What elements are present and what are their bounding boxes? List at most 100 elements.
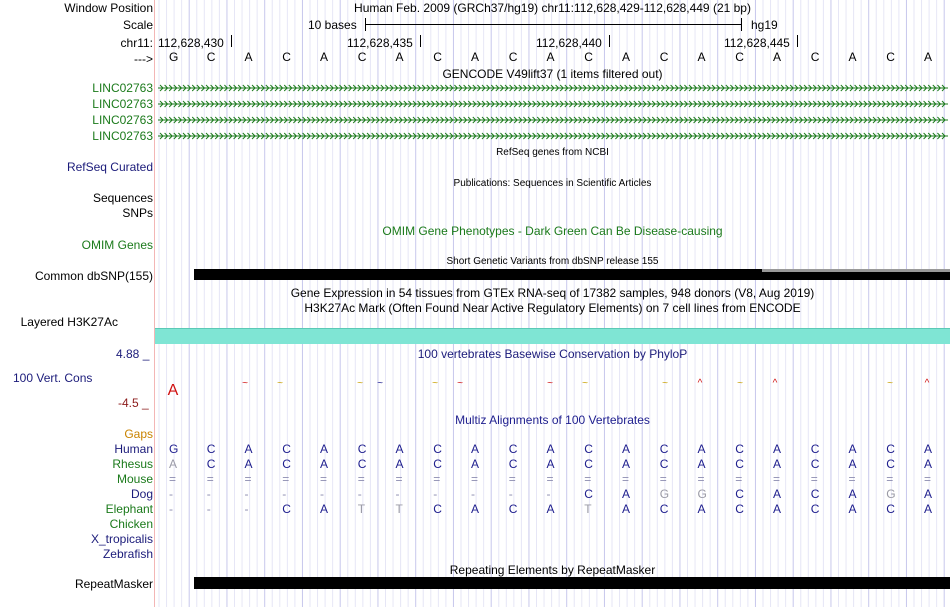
gencode-gene-feature-1[interactable] <box>158 83 948 93</box>
strand-chevron <box>518 100 523 108</box>
alignment-base: C <box>810 457 820 471</box>
strand-chevron <box>219 100 224 108</box>
strand-chevron <box>421 84 426 92</box>
reference-base: A <box>244 50 253 64</box>
strand-chevron <box>329 132 334 140</box>
strand-chevron <box>670 84 675 92</box>
strand-chevron <box>477 84 482 92</box>
strand-chevron <box>881 132 886 140</box>
species-label[interactable]: Mouse <box>116 472 153 486</box>
cons-logo: A ~ ~ ~ ~ ~ ~ ~ ~ ~ ^ ~ ^ ~ ^ <box>168 378 930 399</box>
strand-chevron <box>762 116 767 124</box>
h3k27ac-label[interactable]: Layered H3K27Ac <box>20 315 118 329</box>
species-label[interactable]: Zebrafish <box>102 547 153 561</box>
cons-logo-glyph: ~ <box>887 378 893 389</box>
h3k27ac-signal[interactable] <box>155 328 950 344</box>
strand-chevron <box>702 84 707 92</box>
alignment-base: = <box>282 472 290 486</box>
strand-chevron <box>467 84 472 92</box>
alignment-base: = <box>584 472 592 486</box>
strand-chevron <box>656 132 661 140</box>
strand-chevron <box>316 100 321 108</box>
strand-chevron <box>362 116 367 124</box>
strand-chevron <box>615 100 620 108</box>
strand-chevron <box>904 100 909 108</box>
strand-chevron <box>472 84 477 92</box>
refseq-title: RefSeq genes from NCBI <box>496 147 609 158</box>
strand-chevron <box>605 100 610 108</box>
strand-chevron <box>725 100 730 108</box>
strand-chevron <box>449 100 454 108</box>
omim-label[interactable]: OMIM Genes <box>81 238 153 252</box>
strand-chevron <box>164 116 169 124</box>
strand-chevron <box>500 100 505 108</box>
alignment-base: G <box>659 487 670 501</box>
strand-chevron <box>610 132 615 140</box>
gencode-gene-label-1[interactable]: LINC02763 <box>92 81 153 95</box>
strand-chevron <box>371 84 376 92</box>
strand-chevron <box>923 100 928 108</box>
strand-chevron <box>932 84 937 92</box>
strand-chevron <box>196 132 201 140</box>
species-label[interactable]: Rhesus <box>112 457 153 471</box>
strand-chevron <box>831 100 836 108</box>
strand-chevron <box>840 116 845 124</box>
strand-chevron <box>394 84 399 92</box>
strand-chevron <box>339 100 344 108</box>
alignment-base: = <box>395 472 403 486</box>
strand-chevron <box>776 132 781 140</box>
strand-chevron <box>274 116 279 124</box>
alignment-base: = <box>244 472 252 486</box>
strand-chevron <box>523 100 528 108</box>
strand-chevron <box>872 84 877 92</box>
scale-bases: 10 bases <box>308 18 357 32</box>
strand-chevron <box>661 116 666 124</box>
gencode-gene-feature-4[interactable] <box>158 131 948 141</box>
coord-4: 112,628,445 <box>724 36 790 50</box>
snps-label[interactable]: SNPs <box>122 206 153 220</box>
strand-chevron <box>233 132 238 140</box>
species-label[interactable]: Dog <box>130 487 153 501</box>
dbsnp-label[interactable]: Common dbSNP(155) <box>34 269 153 283</box>
refseq-label[interactable]: RefSeq Curated <box>66 160 153 174</box>
strand-chevron <box>895 132 900 140</box>
sequences-label[interactable]: Sequences <box>92 191 153 205</box>
alignment-base: C <box>659 502 669 516</box>
strand-chevron <box>707 116 712 124</box>
gencode-title: GENCODE V49lift37 (1 items filtered out) <box>442 67 663 81</box>
gencode-gene-label-4[interactable]: LINC02763 <box>92 129 153 143</box>
strand-chevron <box>279 84 284 92</box>
strand-chevron <box>605 84 610 92</box>
species-label[interactable]: Chicken <box>109 517 153 531</box>
strand-chevron <box>812 132 817 140</box>
gencode-gene-feature-2[interactable] <box>158 99 948 109</box>
strand-chevron <box>592 84 597 92</box>
strand-chevron <box>743 116 748 124</box>
alignment-base: - <box>282 487 287 501</box>
strand-chevron <box>385 100 390 108</box>
strand-chevron <box>260 84 265 92</box>
cons-logo-glyph: A <box>168 382 179 399</box>
gencode-gene-label-3[interactable]: LINC02763 <box>92 113 153 127</box>
strand-chevron <box>435 116 440 124</box>
gencode-gene-feature-3[interactable] <box>158 115 948 125</box>
repeatmasker-label[interactable]: RepeatMasker <box>74 577 153 591</box>
species-label[interactable]: Elephant <box>105 502 153 516</box>
dbsnp-feature-bar[interactable] <box>194 269 950 280</box>
strand-chevron <box>490 84 495 92</box>
reference-base: A <box>622 50 631 64</box>
strand-chevron <box>564 116 569 124</box>
repeatmasker-feature-bar[interactable] <box>194 577 950 589</box>
strand-chevron <box>477 100 482 108</box>
strand-chevron <box>582 84 587 92</box>
strand-chevron <box>868 84 873 92</box>
species-label[interactable]: X_tropicalis <box>90 532 153 546</box>
strand-chevron <box>596 84 601 92</box>
gencode-gene-label-2[interactable]: LINC02763 <box>92 97 153 111</box>
gaps-label[interactable]: Gaps <box>124 427 153 441</box>
coord-tick-3 <box>609 35 610 47</box>
strand-chevron <box>306 132 311 140</box>
species-label[interactable]: Human <box>114 442 153 456</box>
cons-label[interactable]: 100 Vert. Cons <box>13 371 93 385</box>
